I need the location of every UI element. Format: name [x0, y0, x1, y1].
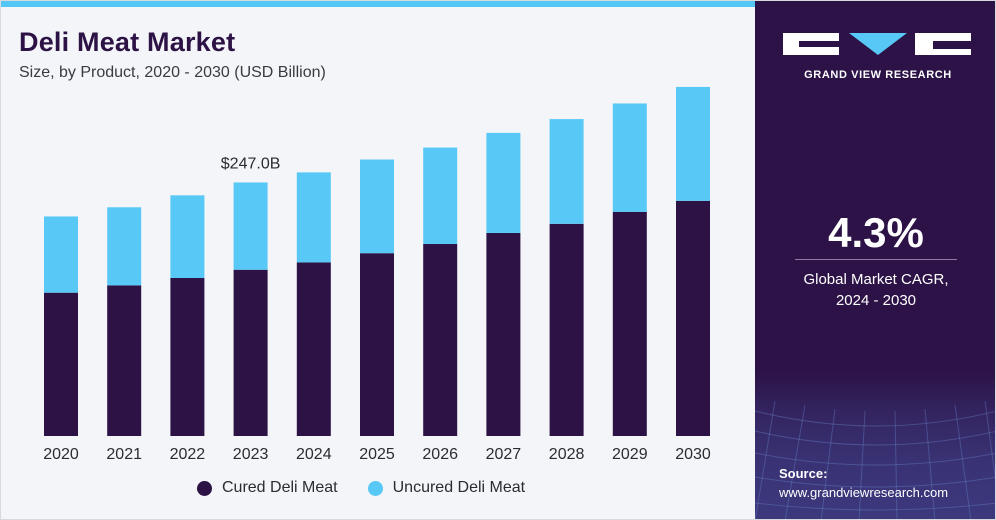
top-accent-bar — [1, 1, 755, 7]
cagr-label: Global Market CAGR, 2024 - 2030 — [755, 269, 995, 311]
bar-uncured-2023 — [233, 182, 268, 270]
source-link[interactable]: www.grandviewresearch.com — [779, 485, 949, 500]
bar-uncured-2029 — [612, 103, 647, 212]
x-tick-label-2023: 2023 — [233, 446, 269, 463]
bar-uncured-2025 — [360, 159, 394, 254]
legend-label-uncured: Uncured Deli Meat — [392, 479, 526, 496]
bar-cured-2020 — [44, 292, 78, 436]
brand-logo — [783, 33, 971, 55]
x-tick-label-2025: 2025 — [359, 446, 395, 463]
bar-cured-2025 — [360, 253, 394, 436]
cagr-value: 4.3% — [828, 209, 924, 256]
decorative-grid — [755, 371, 995, 519]
bar-cured-2028 — [549, 223, 584, 436]
bar-uncured-2022 — [170, 195, 205, 278]
chart-panel: Deli Meat Market Size, by Product, 2020 … — [1, 1, 755, 519]
bar-cured-2029 — [612, 211, 647, 436]
chart-subtitle: Size, by Product, 2020 - 2030 (USD Billi… — [19, 64, 326, 81]
bar-cured-2026 — [423, 244, 458, 436]
data-label-2023: $247.0B — [221, 155, 281, 172]
legend-swatch-uncured — [367, 480, 383, 496]
x-tick-label-2027: 2027 — [486, 446, 522, 463]
x-tick-label-2022: 2022 — [170, 446, 206, 463]
bar-chart: 2020 2021 2022 2023 $247.0B 2024 2025 2026 2027 2… — [43, 86, 711, 463]
bar-cured-2027 — [486, 232, 521, 436]
bar-cured-2024 — [296, 262, 331, 436]
legend-item-uncured: Uncured Deli Meat — [367, 479, 526, 497]
source-label: Source: — [779, 466, 828, 481]
bar-cured-2023 — [233, 269, 268, 436]
x-tick-label-2030: 2030 — [675, 446, 711, 463]
bar-cured-2022 — [170, 278, 205, 436]
bar-uncured-2028 — [549, 119, 584, 224]
x-tick-label-2020: 2020 — [43, 446, 79, 463]
cagr-label-line1: Global Market CAGR, — [803, 271, 949, 288]
brand-name: GRAND VIEW RESEARCH — [804, 69, 952, 81]
bar-cured-2030 — [676, 200, 710, 436]
bar-uncured-2024 — [296, 172, 331, 263]
bar-cured-2021 — [107, 285, 142, 436]
x-tick-label-2024: 2024 — [296, 446, 332, 463]
legend-item-cured: Cured Deli Meat — [197, 479, 338, 497]
cagr-divider — [795, 259, 957, 260]
summary-panel: GRAND VIEW RESEARCH 4.3% Global Market C… — [755, 1, 995, 519]
bar-uncured-2020 — [44, 216, 78, 293]
chart-title: Deli Meat Market — [19, 27, 236, 57]
x-tick-label-2021: 2021 — [106, 446, 142, 463]
cagr-label-line2: 2024 - 2030 — [835, 292, 917, 309]
x-tick-label-2026: 2026 — [422, 446, 458, 463]
legend-label-cured: Cured Deli Meat — [222, 479, 338, 496]
bar-uncured-2026 — [423, 147, 458, 245]
bar-uncured-2027 — [486, 132, 521, 233]
chart-legend: Cured Deli Meat Uncured Deli Meat — [197, 479, 555, 497]
x-tick-label-2028: 2028 — [549, 446, 585, 463]
legend-swatch-cured — [197, 480, 212, 496]
x-tick-label-2029: 2029 — [612, 446, 648, 463]
bar-uncured-2021 — [107, 207, 142, 286]
bar-uncured-2030 — [676, 86, 710, 201]
